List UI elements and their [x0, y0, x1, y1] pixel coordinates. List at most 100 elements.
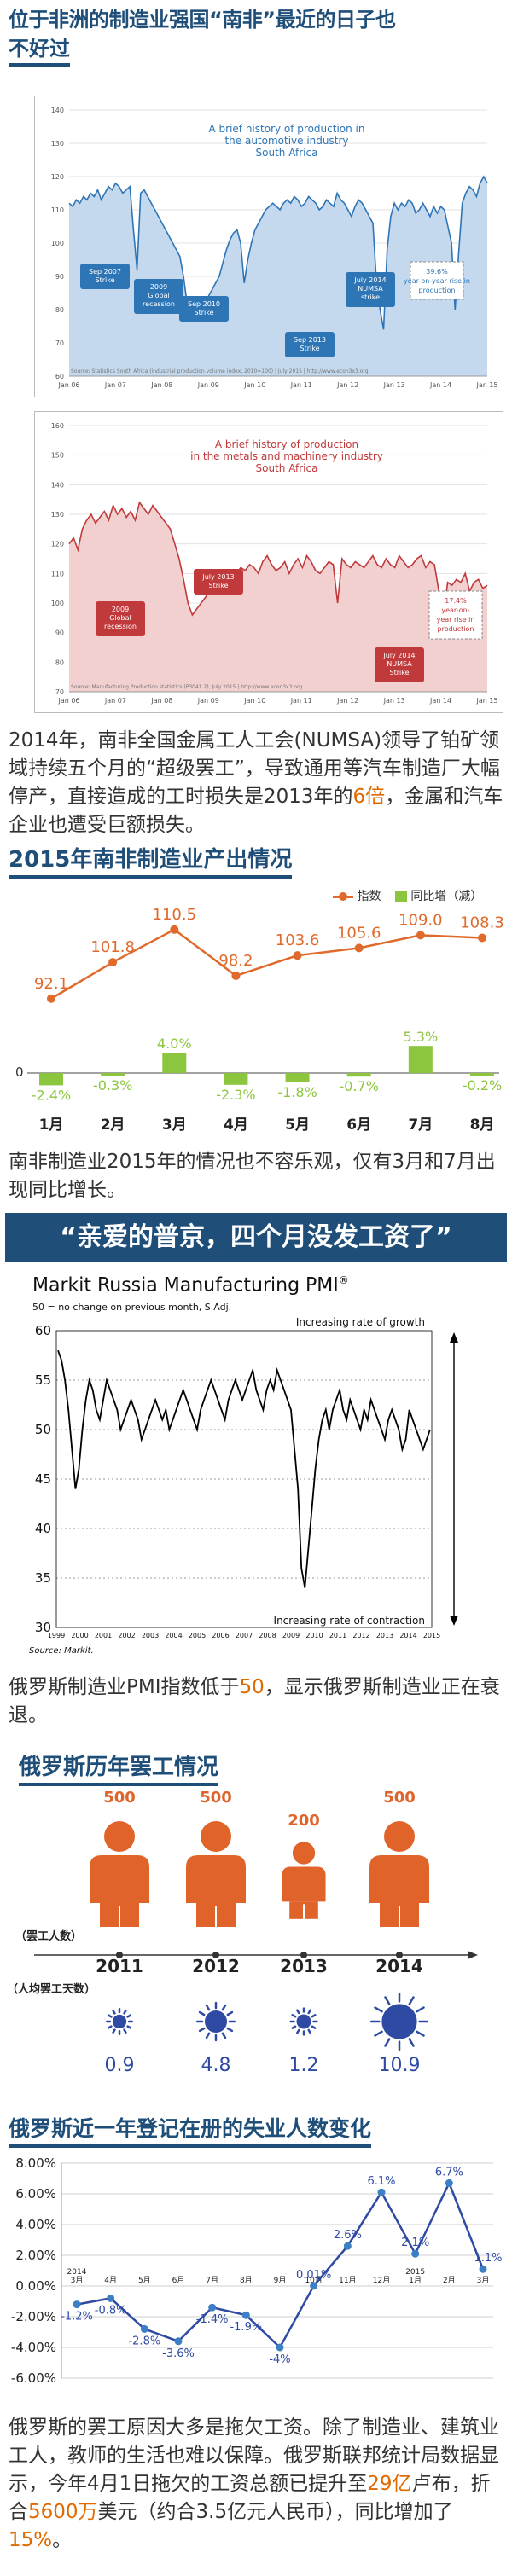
sun-icon-ray — [311, 2014, 317, 2018]
unemp-point — [479, 2265, 487, 2273]
unemp-line — [76, 2180, 485, 2350]
yoy-bar — [101, 1073, 125, 1076]
x-tick-label: Jan 10 — [243, 381, 265, 389]
legend-index-label: 指数 — [357, 890, 381, 903]
unemp-point — [208, 2303, 217, 2312]
person-icon-body — [90, 1855, 149, 1903]
person-icon-head — [201, 1821, 231, 1852]
page-title-line2: 不好过 — [9, 34, 70, 67]
chart-annotation: A brief history of production in the meta… — [190, 438, 383, 474]
x-tick-label: Jan 12 — [336, 697, 358, 705]
y-tick-label: 100 — [51, 600, 64, 607]
y-tick-label: 90 — [55, 273, 64, 281]
sun-icon-ray — [126, 2025, 132, 2029]
person-icon-head — [384, 1821, 415, 1852]
index-point — [108, 958, 118, 967]
x-tick-label: 11月 — [339, 2276, 356, 2285]
sun-icon-ray — [291, 2025, 297, 2029]
sun-icon-ray — [226, 2027, 234, 2033]
y-tick-label: 100 — [51, 240, 64, 247]
sa-automotive-chart: 140 130 120 110 100 90 80 70 60 Jan 06 Jan 07 Jan 0… — [34, 96, 503, 397]
sun-icon-ray — [416, 2030, 425, 2037]
x-tick-label: 2004 — [165, 1632, 182, 1639]
sun-icon-ray — [416, 2006, 425, 2013]
unemp-value-label: 6.1% — [367, 2175, 395, 2188]
x-tick-label: 7月 — [206, 2276, 218, 2285]
strike-count-label: 500 — [103, 1791, 136, 1807]
index-label: 101.8 — [90, 938, 135, 956]
sun-icon-ray — [374, 2006, 383, 2013]
strike-days-label: 4.8 — [201, 2055, 231, 2076]
y-tick-label: -2.00% — [11, 2309, 56, 2324]
index-label: 103.6 — [276, 931, 320, 949]
x-tick-label: Jan 08 — [150, 697, 172, 705]
chart-annotation: A brief history of production in the auto… — [209, 123, 365, 159]
unemp-value-label: 1.1% — [474, 2252, 502, 2265]
chart-source: Source: Statistics South Africa (industr… — [71, 368, 369, 374]
series-line — [68, 175, 488, 330]
y-tick-label: 60 — [35, 1323, 51, 1338]
index-point — [170, 925, 179, 934]
sun-icon-ray — [408, 2038, 415, 2047]
timeline-arrow-icon — [468, 1951, 478, 1959]
x-tick-label: 2012 — [352, 1632, 369, 1639]
pmi-line — [57, 1349, 431, 1588]
y-tick-label: 80 — [55, 659, 64, 666]
x-tick-label: 2014 — [399, 1632, 416, 1639]
yoy-bar — [162, 1053, 187, 1073]
yoy-label: -0.7% — [340, 1078, 379, 1094]
callout-label: 2009 Global recession — [143, 283, 175, 308]
paragraph-sa2015: 南非制造业2015年的情况也不容乐观，仅有3月和7月出现同比增长。 — [9, 1151, 496, 1201]
month-label: 5月 — [285, 1117, 310, 1134]
x-tick-label: Jan 11 — [290, 381, 312, 389]
sun-icon-ray — [221, 2032, 227, 2039]
series-line — [68, 501, 488, 618]
x-tick-label: 2001 — [95, 1632, 112, 1639]
y-tick-label: 50 — [35, 1422, 51, 1437]
sun-icon-ray — [307, 2028, 311, 2034]
paragraph-sa-strike-highlight: 6倍 — [352, 786, 386, 808]
person-icon-head — [104, 1821, 135, 1852]
strike-year-label: 2012 — [192, 1956, 240, 1976]
legend-yoy-swatch — [394, 891, 407, 902]
unemp-point — [73, 2300, 81, 2309]
yoy-label: 5.3% — [404, 1029, 439, 1045]
strikes-heading: 俄罗斯历年罢工情况 — [19, 1752, 219, 1786]
unemp-value-label: -0.8% — [95, 2304, 127, 2317]
y-tick-label: -4.00% — [11, 2340, 56, 2355]
x-tick-label: 2010 — [305, 1632, 323, 1639]
y-tick-label: 55 — [35, 1372, 51, 1388]
yoy-box-label: 17.4% year-on-year rise in production — [437, 597, 475, 633]
sa-metals-chart: 160 150 140 130 120 110 100 90 80 70 Jan 06 Jan 07 J… — [34, 411, 503, 713]
month-label: 4月 — [224, 1117, 248, 1134]
index-label: 109.0 — [399, 911, 443, 929]
russia-pmi-chart: Markit Russia Manufacturing PMI® 50 = no… — [26, 1274, 486, 1658]
yoy-label: -0.2% — [463, 1077, 502, 1094]
page-title-line1: 位于非洲的制造业强国“南非”最近的日子也 — [9, 8, 396, 32]
unemp-value-label: 2.6% — [334, 2229, 362, 2242]
timeline-dot — [212, 1952, 219, 1958]
bottom-note: Increasing rate of contraction — [274, 1615, 425, 1627]
callout-label: 2009 Global recession — [104, 606, 137, 630]
x-tick-label: Jan 08 — [150, 381, 172, 389]
sa2015-heading: 2015年南非制造业产出情况 — [9, 844, 293, 879]
x-tick-label: 2014 3月 — [67, 2268, 87, 2285]
paragraph-wages: 俄罗斯的罢工原因大多是拖欠工资。除了制造业、建筑业工人，教师的生活也难以保障。俄… — [9, 2414, 503, 2555]
unemp-point — [107, 2294, 115, 2302]
sun-icon-ray — [198, 2010, 206, 2016]
sun-icon-ray — [296, 2009, 300, 2015]
x-tick-label: Jan 07 — [104, 697, 126, 705]
sun-icon-ray — [112, 2028, 116, 2034]
strikes-infographic: 500 2011 0.9 500 2012 4.8 200 2013 1.2 500 2014 10.… — [7, 1791, 478, 2076]
paragraph-pmi-b: ，显示俄罗斯制造业正在衰退。 — [9, 1676, 500, 1726]
yoy-label: -1.8% — [277, 1084, 317, 1100]
callout-label: July 2014 NUMSA strike — [353, 276, 386, 301]
month-label: 7月 — [408, 1117, 433, 1134]
paragraph-wages-hl2: 5600万 — [28, 2501, 98, 2523]
yoy-label: -0.3% — [93, 1077, 132, 1094]
y-tick-label: 130 — [51, 511, 64, 519]
sun-icon-ray — [374, 2030, 383, 2037]
paragraph-pmi: 俄罗斯制造业PMI指数低于50，显示俄罗斯制造业正在衰退。 — [9, 1674, 503, 1730]
